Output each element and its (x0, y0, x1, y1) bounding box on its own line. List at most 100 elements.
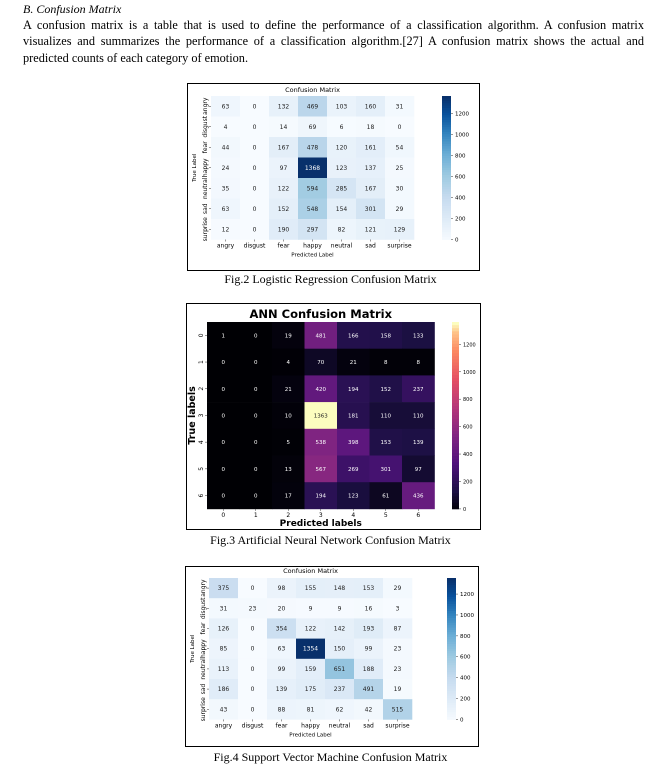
heatmap-cell (298, 96, 328, 117)
colorbar-segment (447, 629, 456, 633)
cell-value-label: 139 (276, 686, 288, 693)
colorbar-segment (442, 189, 451, 193)
chart-title: Confusion Matrix (285, 86, 340, 94)
heatmap-cell (238, 638, 268, 660)
y-tick-label: fear (200, 622, 207, 634)
colorbar-segment (447, 643, 456, 647)
cell-value-label: 63 (222, 206, 230, 213)
heatmap-cell (207, 455, 240, 483)
cell-value-label: 122 (305, 626, 317, 633)
colorbar-segment (442, 141, 451, 145)
colorbar-segment (452, 396, 459, 401)
colorbar-segment (442, 127, 451, 130)
heatmap-cell (209, 618, 239, 639)
heatmap-cell (298, 198, 328, 220)
cell-value-label: 6 (340, 124, 344, 131)
cell-value-label: 1354 (303, 646, 318, 653)
cell-value-label: 142 (334, 626, 346, 633)
y-tick-label: 1 (198, 360, 205, 364)
heatmap-cell (369, 428, 403, 456)
cell-value-label: 35 (222, 185, 230, 192)
colorbar-segment (447, 613, 456, 617)
heatmap-cell (211, 96, 241, 117)
heatmap-cell (337, 482, 370, 510)
y-tick-label: happy (200, 639, 207, 658)
heatmap-cell (211, 157, 241, 179)
cell-value-label: 0 (254, 440, 258, 446)
cell-value-label: 0 (222, 387, 226, 393)
colorbar-segment (442, 194, 451, 197)
heatmap-cell (383, 699, 413, 720)
colorbar-segment (452, 325, 459, 329)
colorbar-segment (447, 585, 456, 588)
cell-value-label: 478 (307, 144, 319, 151)
colorbar-segment (452, 343, 459, 348)
fig2-frame: Confusion Matrix 63 0 132 469 103 160 31 4 0 14 69 6… (187, 83, 480, 271)
cell-value-label: 193 (363, 626, 375, 633)
heatmap-cell (272, 402, 305, 430)
cell-value-label: 651 (334, 666, 346, 673)
colorbar-segment (447, 610, 456, 614)
chart-title: Confusion Matrix (283, 567, 338, 575)
colorbar-segment (442, 198, 451, 202)
heatmap-cell (296, 658, 326, 680)
colorbar-segment (452, 496, 459, 500)
colorbar-segment (447, 672, 456, 676)
colorbar-tick-label: 400 (460, 676, 471, 682)
heatmap-cell (267, 679, 297, 700)
x-tick-label: fear (278, 243, 290, 250)
heatmap-cell (354, 658, 384, 680)
cell-value-label: 21 (285, 387, 292, 393)
heatmap-cell (385, 198, 415, 220)
heatmap-cell (298, 219, 328, 240)
x-tick-label: angry (215, 722, 233, 729)
heatmap-cell (356, 219, 386, 240)
cell-value-label: 81 (307, 706, 315, 713)
colorbar-segment (442, 151, 451, 154)
fig3-frame: ANN Confusion Matrix 1 0 19 481 166 158 133 0 0 4 7… (186, 303, 481, 530)
cell-value-label: 181 (348, 413, 359, 419)
heatmap-cell (356, 157, 386, 179)
colorbar-segment (452, 418, 459, 423)
colorbar-segment (442, 201, 451, 205)
cell-value-label: 30 (396, 185, 404, 192)
colorbar-segment (447, 625, 456, 628)
cell-value-label: 594 (307, 185, 319, 192)
heatmap-cell (337, 428, 370, 456)
colorbar-segment (452, 350, 459, 354)
heatmap-cell (385, 116, 415, 138)
heatmap-cell (272, 348, 305, 376)
heatmap-cell (383, 618, 413, 639)
heatmap-cell (327, 219, 357, 240)
cell-value-label: 0 (254, 333, 258, 339)
cell-value-label: 98 (278, 585, 286, 592)
colorbar-segment (452, 462, 459, 466)
cell-value-label: 0 (254, 413, 258, 419)
colorbar-segment (452, 409, 459, 413)
cell-value-label: 155 (305, 585, 317, 592)
heatmap-cell (402, 482, 435, 510)
colorbar-segment (447, 658, 456, 661)
colorbar-segment (442, 215, 451, 219)
fig2-caption: Fig.2 Logistic Regression Confusion Matr… (224, 272, 437, 286)
colorbar-segment (452, 399, 459, 404)
cell-value-label: 3 (396, 605, 400, 612)
cell-value-label: 237 (334, 686, 346, 693)
colorbar-segment (447, 669, 456, 673)
colorbar-segment (442, 172, 451, 176)
heatmap-cell (272, 455, 305, 483)
colorbar-segment (447, 582, 456, 586)
heatmap-cell (240, 137, 270, 158)
heatmap-cell (296, 598, 326, 619)
y-tick-label: surprise (202, 217, 209, 241)
cell-value-label: 194 (316, 494, 327, 500)
colorbar-segment (452, 353, 459, 357)
cell-value-label: 10 (285, 413, 292, 419)
cell-value-label: 297 (307, 226, 319, 233)
cell-value-label: 0 (222, 494, 226, 500)
cell-value-label: 420 (316, 387, 327, 393)
cell-value-label: 4 (287, 360, 291, 366)
heatmap-cell (211, 219, 241, 240)
x-axis-label: Predicted labels (280, 519, 362, 529)
svm-confusion-matrix: Confusion Matrix 375 0 98 155 148 153 29 31 23 20 9… (190, 567, 474, 738)
